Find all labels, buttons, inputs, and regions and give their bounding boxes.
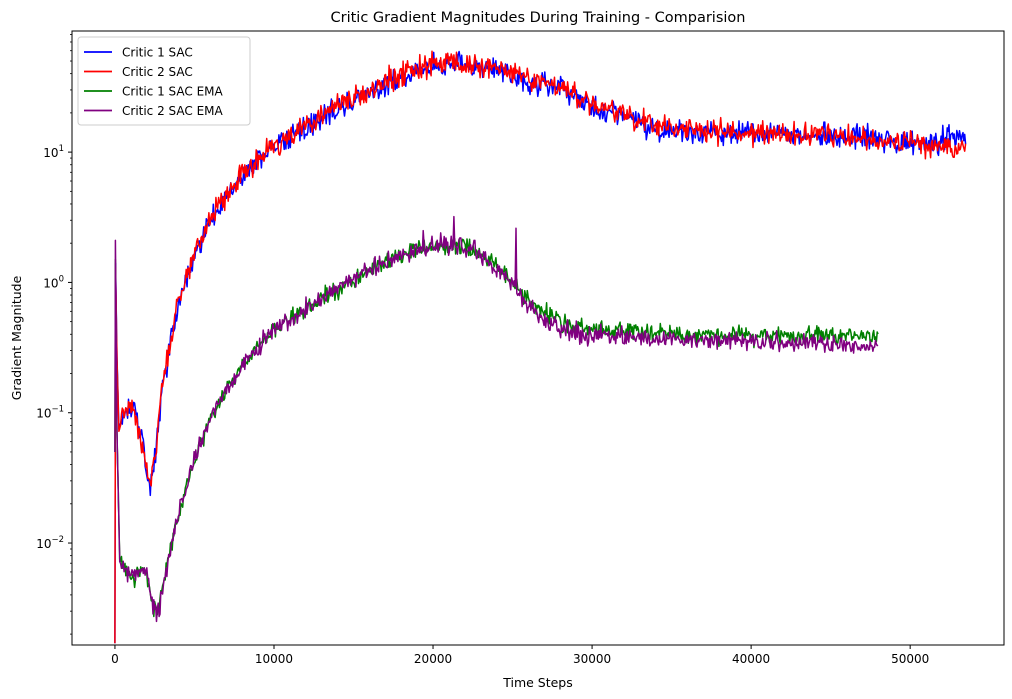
y-tick-label: 101 (43, 144, 64, 160)
x-axis: 0 10000 20000 30000 40000 50000 (111, 645, 929, 666)
series-line-4 (114, 215, 879, 623)
x-tick-label: 20000 (414, 652, 452, 666)
x-tick-label: 10000 (255, 652, 293, 666)
y-tick-label: 10−2 (36, 535, 64, 551)
legend: Critic 1 SAC Critic 2 SAC Critic 1 SAC EMA… (77, 36, 251, 126)
x-axis-label: Time Steps (502, 675, 573, 690)
y-tick-label: 10−1 (36, 405, 64, 421)
x-tick-label: 40000 (732, 652, 770, 666)
y-tick-label: 100 (43, 274, 64, 290)
series-layer (114, 50, 967, 644)
y-axis: 10−2 10−1 100 101 (36, 34, 72, 635)
legend-label: Critic 1 SAC (122, 46, 193, 60)
legend-label: Critic 1 SAC EMA (122, 85, 224, 99)
x-tick-label: 30000 (573, 652, 611, 666)
legend-label: Critic 2 SAC (122, 65, 193, 79)
series-line-2 (114, 50, 967, 644)
x-tick-label: 50000 (891, 652, 929, 666)
y-axis-label: Gradient Magnitude (9, 275, 24, 400)
legend-box (77, 36, 251, 126)
legend-label: Critic 2 SAC EMA (122, 104, 224, 118)
plot-frame (71, 30, 1005, 646)
x-tick-label: 0 (111, 652, 119, 666)
chart-title: Critic Gradient Magnitudes During Traini… (331, 10, 746, 26)
